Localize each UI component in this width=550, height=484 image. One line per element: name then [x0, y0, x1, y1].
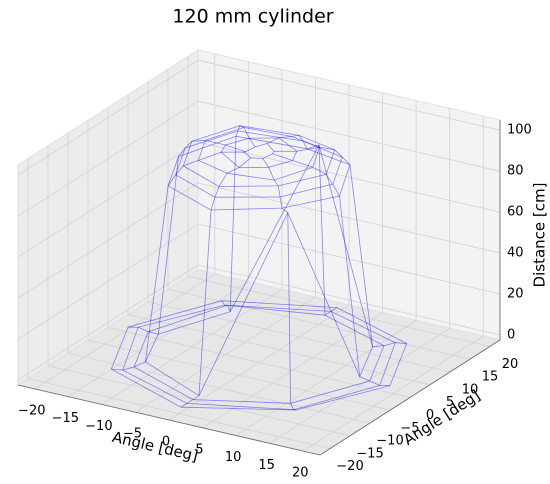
radial-line: [274, 146, 407, 348]
x-tick-label: 0: [162, 435, 170, 450]
x-tick-label: 10: [225, 450, 242, 465]
grid-line: [202, 92, 384, 429]
ring-line: [144, 144, 374, 397]
grid-line: [168, 85, 350, 421]
grid-line: [87, 120, 391, 411]
ring-line: [243, 143, 275, 159]
grid-line: [235, 100, 417, 436]
ring-line: [110, 300, 408, 411]
grid-line: [17, 141, 501, 258]
grid-line: [17, 223, 501, 340]
grid-line: [147, 81, 451, 373]
ring-line: [175, 130, 343, 198]
grid-line: [67, 133, 371, 424]
chart-title: 120 mm cylinder: [172, 6, 333, 28]
ring-line: [122, 304, 396, 411]
z-axis-label: Distance [cm]: [531, 183, 549, 288]
grid-line: [17, 264, 501, 381]
grid-line: [34, 53, 216, 390]
x-tick-label: −10: [85, 419, 112, 434]
grid-line: [127, 94, 431, 386]
x-tick-label: −20: [18, 403, 45, 418]
z-tick-label: 40: [507, 246, 524, 261]
y-tick-label: 20: [502, 357, 519, 372]
z-tick-label: 0: [507, 327, 515, 342]
z-tick-label: 100: [507, 123, 532, 138]
x-tick-label: 5: [195, 442, 203, 457]
radial-line: [128, 139, 246, 335]
x-axis-label: Angle [deg]: [110, 428, 199, 465]
grid-line: [302, 116, 484, 452]
ring-line: [133, 304, 385, 404]
radial-line: [262, 158, 297, 411]
radial-line: [111, 151, 244, 371]
y-tick-label: −5: [400, 421, 419, 436]
grid-line: [68, 61, 249, 398]
y-tick-label: 5: [446, 395, 454, 410]
y-tick-label: 15: [482, 370, 499, 385]
grid-line: [17, 59, 501, 176]
y-tick-label: −15: [356, 446, 383, 461]
y-tick-label: 0: [426, 408, 434, 423]
grid-line: [187, 56, 491, 347]
z-tick-label: 60: [507, 205, 524, 220]
radial-line: [272, 153, 390, 387]
grid-line: [101, 69, 283, 405]
axis-line: [17, 120, 501, 456]
grid-line: [17, 182, 501, 299]
z-tick-label: 20: [507, 286, 524, 301]
ring-line: [182, 125, 336, 187]
radial-line: [180, 157, 252, 408]
y-tick-label: −10: [376, 434, 403, 449]
x-tick-label: 15: [258, 458, 275, 473]
x-tick-label: 20: [292, 466, 309, 481]
grid-line: [269, 108, 451, 444]
grid-line: [167, 69, 471, 360]
grid-line: [17, 100, 501, 217]
x-tick-label: −15: [52, 411, 79, 426]
y-tick-label: −20: [336, 459, 363, 474]
radial-line: [266, 134, 338, 316]
x-tick-label: −5: [123, 427, 142, 442]
grid-line: [47, 145, 351, 437]
grid-line: [27, 158, 331, 449]
y-tick-label: 10: [462, 382, 479, 397]
radial-line: [221, 125, 256, 312]
ring-line: [220, 137, 298, 169]
grid-line: [107, 107, 411, 398]
grid-line: [135, 77, 316, 413]
ring-line: [167, 135, 351, 211]
ring-line: [197, 126, 321, 181]
z-tick-label: 80: [507, 164, 524, 179]
